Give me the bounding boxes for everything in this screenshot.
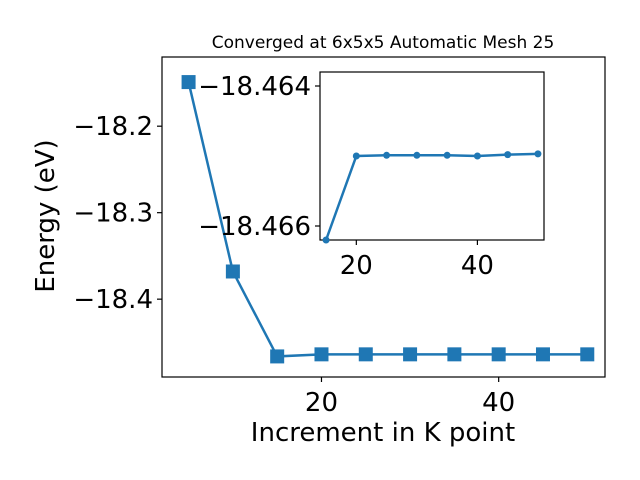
chart-title: Converged at 6x5x5 Automatic Mesh 25	[212, 33, 555, 53]
main-data-point	[314, 347, 329, 362]
inset-x-tick-label: 20	[340, 251, 373, 281]
main-data-point	[580, 347, 595, 362]
main-data-point	[225, 264, 240, 279]
inset-series-line	[324, 152, 538, 240]
main-plot: 20 40 −18.2 −18.3 −18.4	[73, 56, 606, 418]
inset-data-point	[352, 152, 360, 160]
main-y-tick-label: −18.2	[73, 112, 153, 142]
main-data-point	[403, 347, 418, 362]
main-data-point	[181, 75, 196, 90]
inset-y-tick-label: −18.464	[198, 72, 311, 102]
main-data-point	[491, 347, 506, 362]
inset-frame	[319, 71, 545, 241]
main-data-point	[535, 347, 550, 362]
main-series-line	[187, 81, 588, 358]
main-y-tick-label: −18.3	[73, 199, 153, 229]
main-data-point	[447, 347, 462, 362]
y-axis-label: Energy (eV)	[31, 139, 61, 292]
inset-data-point	[473, 152, 481, 160]
inset-data-point	[534, 150, 542, 158]
inset-data-point	[443, 151, 451, 159]
main-y-tick-label: −18.4	[73, 285, 153, 315]
inset-x-tick-label: 40	[461, 251, 494, 281]
main-data-point	[358, 347, 373, 362]
main-data-point	[270, 349, 285, 364]
inset-data-point	[504, 151, 512, 159]
inset-data-point	[413, 151, 421, 159]
inset-data-point	[322, 236, 330, 244]
main-frame	[161, 56, 606, 378]
inset-y-tick-label: −18.466	[198, 212, 311, 242]
x-axis-label: Increment in K point	[251, 418, 515, 448]
inset-plot: 20 40 −18.466 −18.464	[198, 71, 545, 281]
main-x-tick-label: 20	[305, 388, 338, 418]
main-x-tick-label: 40	[482, 388, 515, 418]
inset-data-point	[383, 151, 391, 159]
